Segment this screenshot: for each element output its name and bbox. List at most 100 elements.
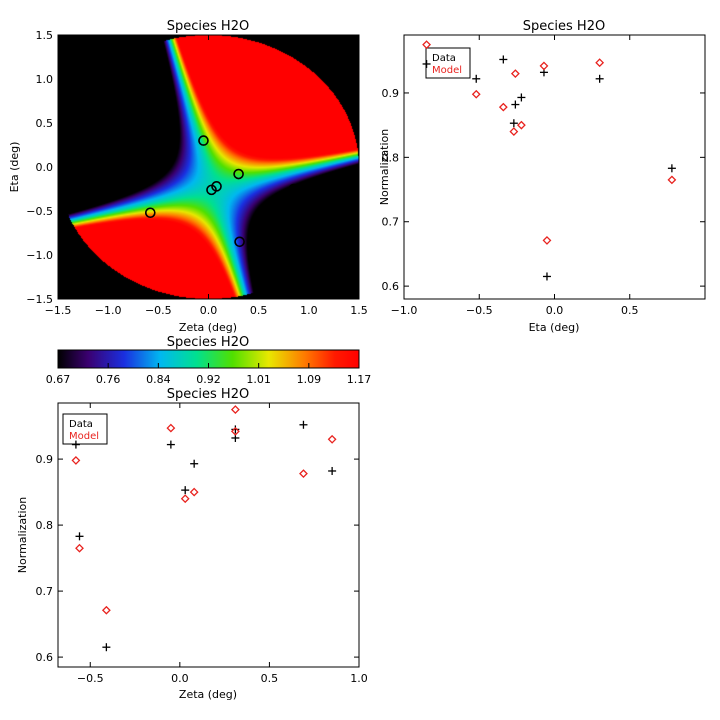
colorbar-tick-label: 0.67 — [46, 373, 71, 386]
x-tick-label: 1.0 — [300, 304, 318, 317]
model-point — [509, 127, 519, 137]
data-point — [181, 486, 190, 495]
pointing-marker — [206, 184, 217, 196]
model-point — [498, 102, 508, 112]
pointing-marker — [198, 135, 209, 146]
eta-scatter-title: Species H2O — [523, 19, 605, 34]
x-tick-label: −0.5 — [466, 304, 493, 317]
y-tick-label: 0.6 — [382, 280, 400, 293]
y-tick-label: 0.7 — [36, 585, 54, 598]
data-point — [299, 420, 308, 429]
model-point — [516, 120, 526, 130]
zeta-scatter-xlabel: Zeta (deg) — [179, 688, 237, 701]
zeta-scatter-points — [71, 405, 337, 652]
model-point — [510, 69, 520, 79]
data-point — [517, 93, 526, 102]
legend-data-label: Data — [432, 53, 456, 64]
model-point — [539, 61, 549, 71]
x-tick-label: −1.0 — [391, 304, 418, 317]
model-point — [542, 235, 552, 245]
y-tick-label: 0.9 — [382, 87, 400, 100]
model-point — [180, 494, 190, 504]
zeta-scatter-ylabel: Normalization — [16, 497, 29, 573]
legend-box — [62, 413, 108, 445]
colorbar-tick-label: 1.17 — [347, 373, 372, 386]
x-tick-label: 1.5 — [350, 304, 368, 317]
model-point — [71, 456, 81, 465]
eta-scatter-points — [422, 40, 677, 281]
legend-model-label: Model — [69, 431, 99, 442]
x-tick-label: −1.5 — [45, 304, 72, 317]
y-tick-label: 0.8 — [382, 151, 400, 164]
x-tick-label: 0.5 — [621, 304, 639, 317]
data-point — [595, 74, 604, 83]
colorbar-tick-label: 0.76 — [96, 373, 121, 386]
data-point — [509, 119, 518, 128]
y-tick-label: 0.6 — [36, 651, 54, 664]
colorbar-panel: Species H2O 0.67 0.76 0.84 0.92 1.01 1.09 1.17 — [46, 335, 372, 386]
data-point — [328, 466, 337, 475]
model-point — [166, 423, 176, 433]
pointing-marker — [145, 207, 156, 219]
eta-scatter-xlabel: Eta (deg) — [529, 321, 580, 334]
x-tick-label: 1.0 — [350, 672, 368, 685]
data-point — [102, 643, 111, 652]
data-point — [667, 164, 676, 173]
legend-box — [425, 47, 471, 79]
y-tick-label: −1.5 — [26, 293, 53, 306]
data-point — [499, 55, 508, 64]
x-tick-label: 0.0 — [171, 672, 189, 685]
data-point — [75, 532, 84, 541]
colorbar-tick-label: 1.09 — [297, 373, 322, 386]
pointing-markers — [145, 93, 300, 248]
data-point — [71, 440, 80, 449]
legend-model-label: Model — [432, 65, 462, 76]
pointing-marker — [273, 192, 285, 204]
heatmap-xlabel: Zeta (deg) — [179, 321, 237, 334]
x-tick-label: −0.5 — [77, 672, 104, 685]
model-point — [667, 175, 677, 185]
model-point — [189, 487, 199, 497]
data-point — [472, 74, 481, 83]
colorbar-tick-label: 1.01 — [246, 373, 271, 386]
zeta-scatter-frame — [57, 402, 360, 668]
zeta-scatter-panel: Species H2O −0.5 0.0 0.5 1.0 0.6 0.7 0.8 0.9 D… — [16, 387, 368, 701]
model-point — [422, 40, 431, 50]
x-tick-label: −0.5 — [145, 304, 172, 317]
data-point — [166, 440, 175, 449]
model-point — [230, 405, 240, 415]
colorbar-axis: 0.67 0.76 0.84 0.92 1.01 1.09 1.17 — [46, 363, 372, 386]
x-tick-label: 0.5 — [250, 304, 268, 317]
x-tick-label: −1.0 — [95, 304, 122, 317]
eta-scatter-legend: Data Model — [425, 47, 471, 79]
colorbar-tick-label: 0.84 — [146, 373, 171, 386]
data-point — [190, 459, 199, 468]
model-point — [595, 58, 605, 68]
model-point — [75, 543, 84, 553]
zeta-scatter-x-axis: −0.5 0.0 0.5 1.0 — [77, 403, 368, 685]
x-tick-label: 0.0 — [200, 304, 218, 317]
y-tick-label: 0.0 — [36, 161, 54, 174]
y-tick-label: 0.7 — [382, 216, 400, 229]
eta-scatter-y-axis: 0.6 0.7 0.8 0.9 — [382, 87, 705, 293]
model-point — [101, 605, 111, 615]
heatmap-y-axis: −1.5 −1.0 −0.5 0.0 0.5 1.0 1.5 — [26, 29, 359, 306]
x-tick-label: 0.5 — [261, 672, 279, 685]
heatmap-title: Species H2O — [167, 19, 249, 34]
model-point — [230, 426, 240, 436]
data-point — [511, 100, 520, 109]
eta-scatter-ylabel: Normalization — [378, 129, 391, 205]
eta-scatter-panel: Species H2O −1.0 −0.5 0.0 0.5 0.60.70.80.9 … — [378, 19, 706, 334]
model-point — [299, 469, 308, 479]
y-tick-label: 0.8 — [36, 519, 54, 532]
x-tick-label: 0.0 — [546, 304, 564, 317]
colorbar-title: Species H2O — [167, 335, 249, 350]
zeta-scatter-legend: Data Model — [62, 413, 108, 445]
heatmap-panel: Species H2O −1.5 −1.0 −0.5 0.0 0.5 1.0 1.5 −1.… — [8, 19, 368, 334]
legend-data-label: Data — [69, 419, 93, 430]
heatmap-ylabel: Eta (deg) — [8, 142, 21, 193]
y-tick-label: 1.0 — [36, 73, 54, 86]
model-point — [471, 89, 481, 99]
y-tick-label: 0.5 — [36, 117, 54, 130]
